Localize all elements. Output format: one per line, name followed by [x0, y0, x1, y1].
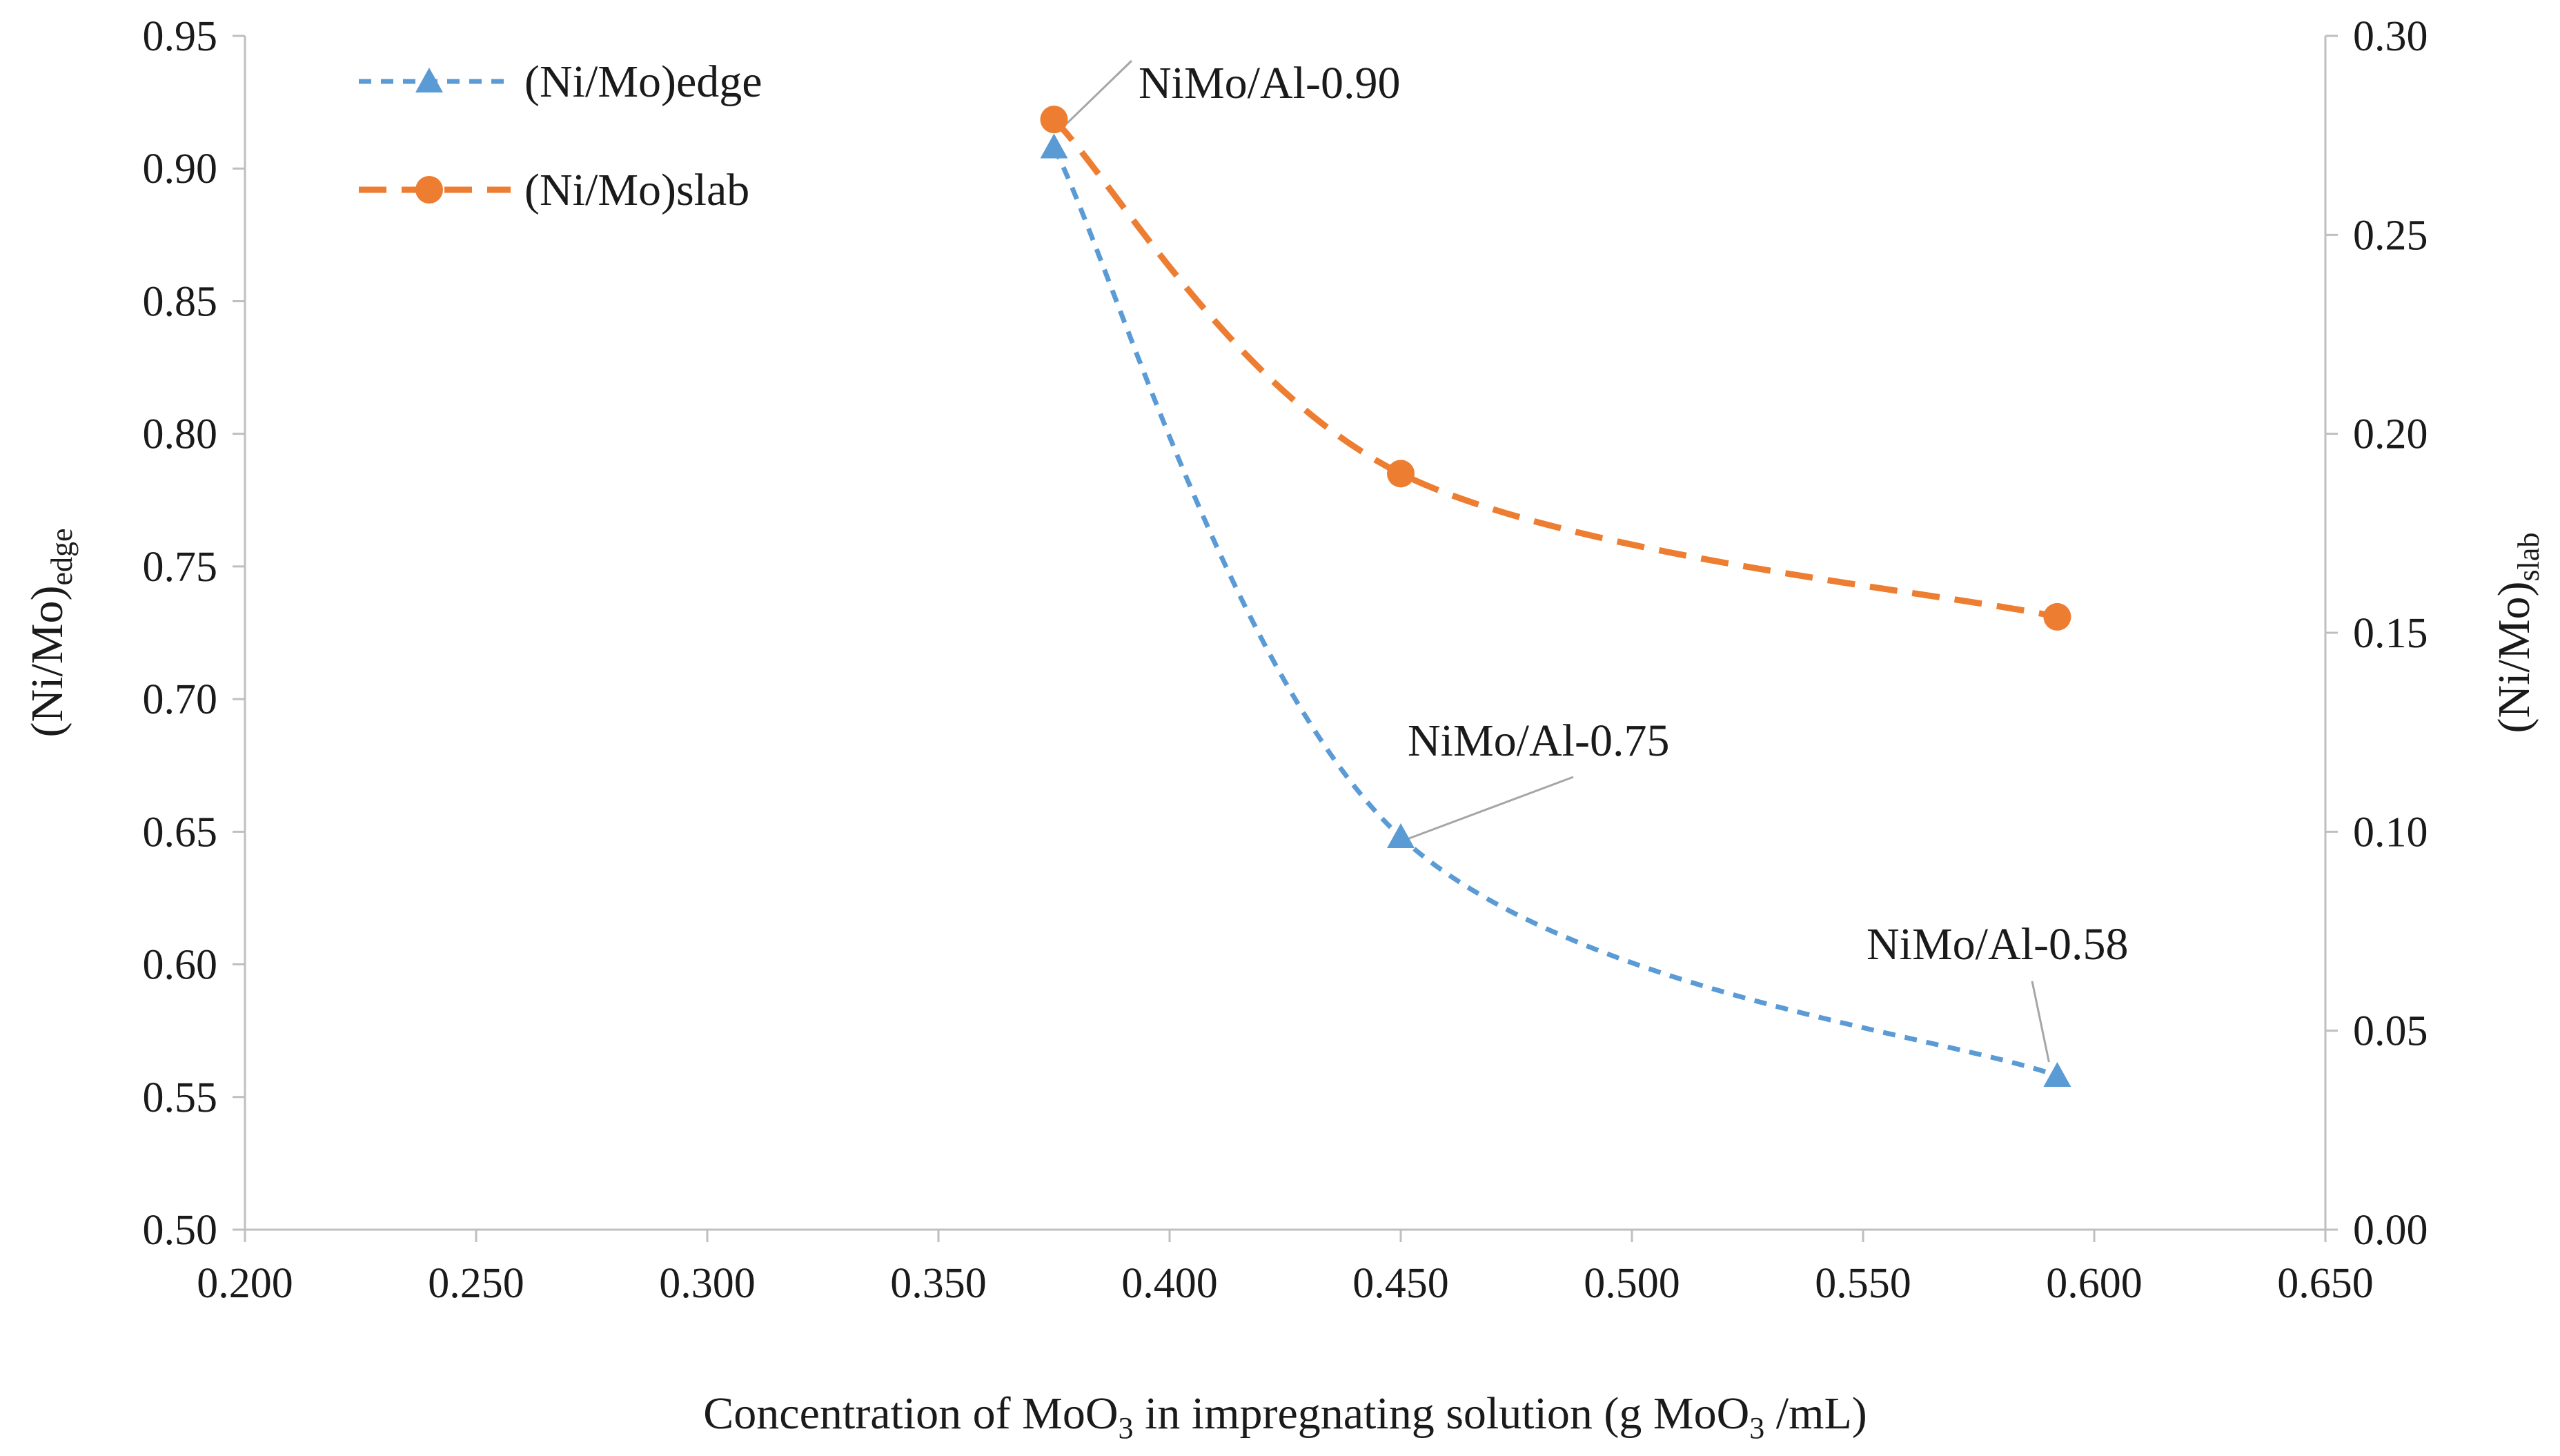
legend-label-0: (Ni/Mo)edge — [524, 57, 762, 107]
y-axis-right-title-text: (Ni/Mo)slab — [2489, 533, 2546, 734]
annotation-label: NiMo/Al-0.58 — [1867, 919, 2129, 970]
axis-titles: Concentration of MoO3 in impregnating so… — [22, 528, 2546, 1445]
x-tick-label: 0.200 — [197, 1260, 293, 1307]
x-tick-label: 0.400 — [1121, 1260, 1218, 1307]
annotation-leader — [1065, 59, 1133, 125]
x-tick-label: 0.450 — [1352, 1260, 1449, 1307]
y-right-tick-label: 0.25 — [2353, 212, 2428, 259]
series-1-marker — [2043, 602, 2071, 631]
y-left-tick-label: 0.85 — [143, 278, 218, 325]
y-left-tick-label: 0.50 — [143, 1207, 218, 1254]
annotation-leader — [1408, 776, 1574, 840]
series-markers — [1040, 106, 2071, 1088]
y-left-tick-label: 0.70 — [143, 676, 218, 723]
x-axis-title: Concentration of MoO3 in impregnating so… — [703, 1388, 1867, 1445]
y-right-tick-label: 0.15 — [2353, 610, 2428, 657]
y-left-tick-label: 0.80 — [143, 411, 218, 458]
y-left-tick-label: 0.95 — [143, 13, 218, 60]
x-tick-label: 0.600 — [2046, 1260, 2143, 1307]
series-1-marker — [1040, 106, 1068, 134]
y-right-tick-label: 0.00 — [2353, 1207, 2428, 1254]
y-right-tick-label: 0.05 — [2353, 1008, 2428, 1055]
axes — [233, 35, 2338, 1242]
series-0-marker — [1040, 133, 1068, 159]
x-tick-label: 0.500 — [1584, 1260, 1680, 1307]
annotation-label: NiMo/Al-0.90 — [1139, 58, 1401, 108]
annotation-leader — [2031, 981, 2050, 1063]
legend: (Ni/Mo)edge (Ni/Mo)slab — [359, 57, 762, 215]
y-axis-left-title: (Ni/Mo)edge — [22, 528, 79, 737]
series-0-marker — [1387, 823, 1415, 849]
series-1-marker — [1387, 460, 1415, 488]
series-0-marker — [2043, 1062, 2071, 1088]
x-tick-label: 0.550 — [1815, 1260, 1911, 1307]
series-line-1 — [1052, 117, 2058, 620]
y-right-tick-label: 0.10 — [2353, 809, 2428, 856]
y-left-tick-label: 0.65 — [143, 809, 218, 856]
legend-marker-1 — [415, 176, 443, 204]
y-left-tick-label: 0.75 — [143, 544, 218, 591]
annotation-label: NiMo/Al-0.75 — [1408, 716, 1670, 766]
y-axis-right-title: (Ni/Mo)slab — [2489, 533, 2546, 734]
legend-marker-0 — [415, 68, 443, 92]
y-right-tick-label: 0.20 — [2353, 411, 2428, 458]
x-tick-label: 0.650 — [2277, 1260, 2374, 1307]
annotation-leaders — [1065, 59, 2050, 1063]
legend-label-1: (Ni/Mo)slab — [524, 165, 749, 215]
x-tick-label: 0.350 — [890, 1260, 987, 1307]
y-right-tick-label: 0.30 — [2353, 13, 2428, 60]
y-left-tick-label: 0.55 — [143, 1074, 218, 1121]
y-axis-left-title-text: (Ni/Mo)edge — [22, 528, 79, 737]
y-left-tick-label: 0.90 — [143, 146, 218, 193]
tick-labels: 0.200 0.250 0.300 0.350 0.400 0.450 0.500 0.550… — [143, 13, 2428, 1307]
x-tick-label: 0.300 — [659, 1260, 756, 1307]
x-tick-label: 0.250 — [428, 1260, 524, 1307]
annotations: NiMo/Al-0.90 NiMo/Al-0.75 NiMo/Al-0.58 — [1139, 58, 2129, 970]
y-left-tick-label: 0.60 — [143, 942, 218, 989]
